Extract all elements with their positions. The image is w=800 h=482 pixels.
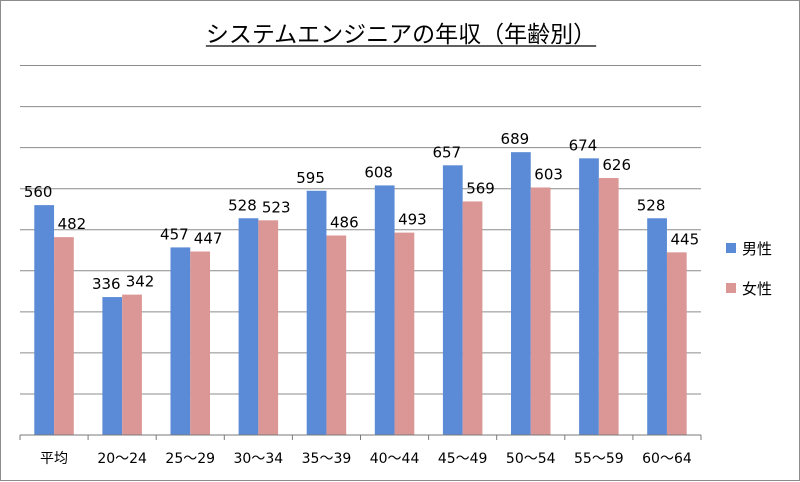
bar-female-60-64 — [666, 252, 687, 435]
x-tick-label-30-34: 30～34 — [234, 451, 284, 467]
bar-female-50-54 — [530, 187, 551, 435]
data-label-male-20-24: 336 — [92, 275, 121, 293]
bar-female-40-44 — [394, 232, 415, 435]
bar-female-35-39 — [326, 235, 347, 435]
data-label-female-60-64: 445 — [671, 230, 700, 248]
data-label-female-50-54: 603 — [534, 165, 563, 183]
data-label-male-35-39: 595 — [296, 169, 325, 187]
bar-male-avg — [34, 205, 55, 435]
x-tick-labels: 平均 20～24 25～29 30～34 35～39 40～44 45～49 50～54 55～… — [40, 451, 692, 467]
legend-label-male: 男性 — [742, 240, 772, 258]
bar-female-25-29 — [190, 251, 210, 435]
data-label-male-30-34: 528 — [228, 196, 257, 214]
x-tick-label-45-49: 45～49 — [438, 451, 488, 467]
x-tick-label-55-59: 55～59 — [574, 451, 624, 467]
data-label-female-40-44: 493 — [398, 211, 427, 229]
bar-female-55-59 — [598, 178, 619, 436]
data-label-male-avg: 560 — [24, 183, 53, 201]
bar-female-20-24 — [122, 294, 142, 435]
bar-male-35-39 — [306, 190, 327, 435]
x-tick-label-40-44: 40～44 — [370, 451, 420, 467]
x-tick-label-20-24: 20～24 — [97, 451, 147, 467]
data-labels: 560 482 336 342 457 447 528 523 595 486 608 493 657 5… — [24, 130, 699, 293]
bar-male-20-24 — [102, 297, 123, 435]
data-label-male-25-29: 457 — [160, 225, 189, 243]
bar-male-25-29 — [170, 247, 191, 435]
data-label-male-50-54: 689 — [501, 130, 530, 148]
data-label-female-45-49: 569 — [466, 179, 495, 197]
data-label-male-55-59: 674 — [569, 136, 598, 154]
legend-swatch-female — [726, 283, 736, 293]
bar-female-avg — [54, 237, 74, 435]
data-label-female-35-39: 486 — [330, 213, 359, 231]
x-tick-label-25-29: 25～29 — [165, 451, 215, 467]
x-axis — [19, 434, 702, 440]
x-tick-label-35-39: 35～39 — [302, 451, 352, 467]
bars — [34, 152, 687, 436]
data-label-female-25-29: 447 — [194, 230, 223, 248]
data-label-male-40-44: 608 — [364, 163, 393, 181]
data-label-male-45-49: 657 — [432, 143, 461, 161]
data-label-male-60-64: 528 — [637, 196, 666, 214]
bar-male-45-49 — [442, 165, 463, 435]
legend-label-female: 女性 — [742, 280, 772, 298]
bar-male-50-54 — [511, 152, 531, 435]
bar-male-60-64 — [647, 218, 667, 435]
data-label-female-avg: 482 — [58, 215, 87, 233]
bar-female-45-49 — [462, 201, 483, 435]
legend-swatch-male — [726, 243, 736, 253]
chart-title: システムエンジニアの年収（年齢別） — [206, 22, 596, 48]
data-label-female-55-59: 626 — [602, 156, 631, 174]
bar-male-55-59 — [579, 158, 599, 435]
bar-female-30-34 — [258, 220, 279, 435]
x-tick-label-50-54: 50～54 — [506, 451, 556, 467]
data-label-female-30-34: 523 — [262, 198, 291, 216]
bar-male-30-34 — [238, 218, 259, 435]
bar-male-40-44 — [374, 185, 395, 435]
data-label-female-20-24: 342 — [126, 273, 155, 291]
x-tick-label-60-64: 60～64 — [642, 451, 692, 467]
x-tick-label-avg: 平均 — [40, 451, 68, 467]
